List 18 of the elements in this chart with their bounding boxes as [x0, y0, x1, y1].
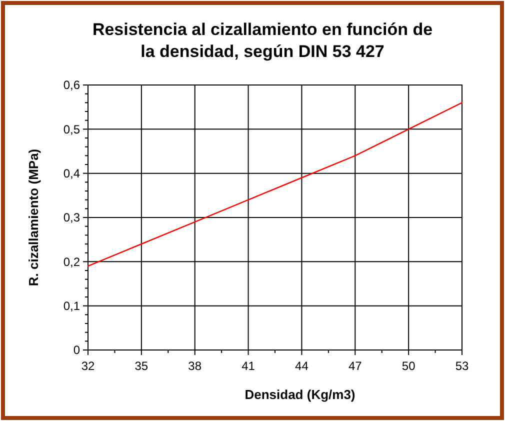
x-tick-label: 32 — [81, 359, 95, 373]
y-tick-label: 0,6 — [63, 78, 80, 92]
y-tick-label: 0,2 — [63, 254, 80, 269]
chart-title: Resistencia al cizallamiento en función de la densidad, según DIN 53 427 — [92, 20, 433, 61]
x-tick-label: 53 — [455, 359, 469, 373]
y-tick-label: 0,5 — [63, 122, 80, 136]
y-tick-label: 0,3 — [63, 210, 80, 225]
x-tick-label: 50 — [402, 359, 416, 373]
y-tick-label: 0,4 — [63, 166, 80, 181]
x-axis-title: Densidad (Kg/m3) — [244, 387, 356, 402]
x-tick-label: 47 — [348, 359, 362, 373]
y-axis-title: R. cizallamiento (MPa) — [26, 148, 41, 286]
y-tick-label: 0 — [73, 343, 80, 358]
y-tick-label: 0,1 — [63, 299, 80, 314]
x-tick-label: 35 — [134, 359, 148, 373]
x-tick-label: 41 — [242, 359, 256, 373]
x-tick-label: 44 — [295, 359, 309, 373]
x-tick-label: 38 — [188, 359, 202, 373]
